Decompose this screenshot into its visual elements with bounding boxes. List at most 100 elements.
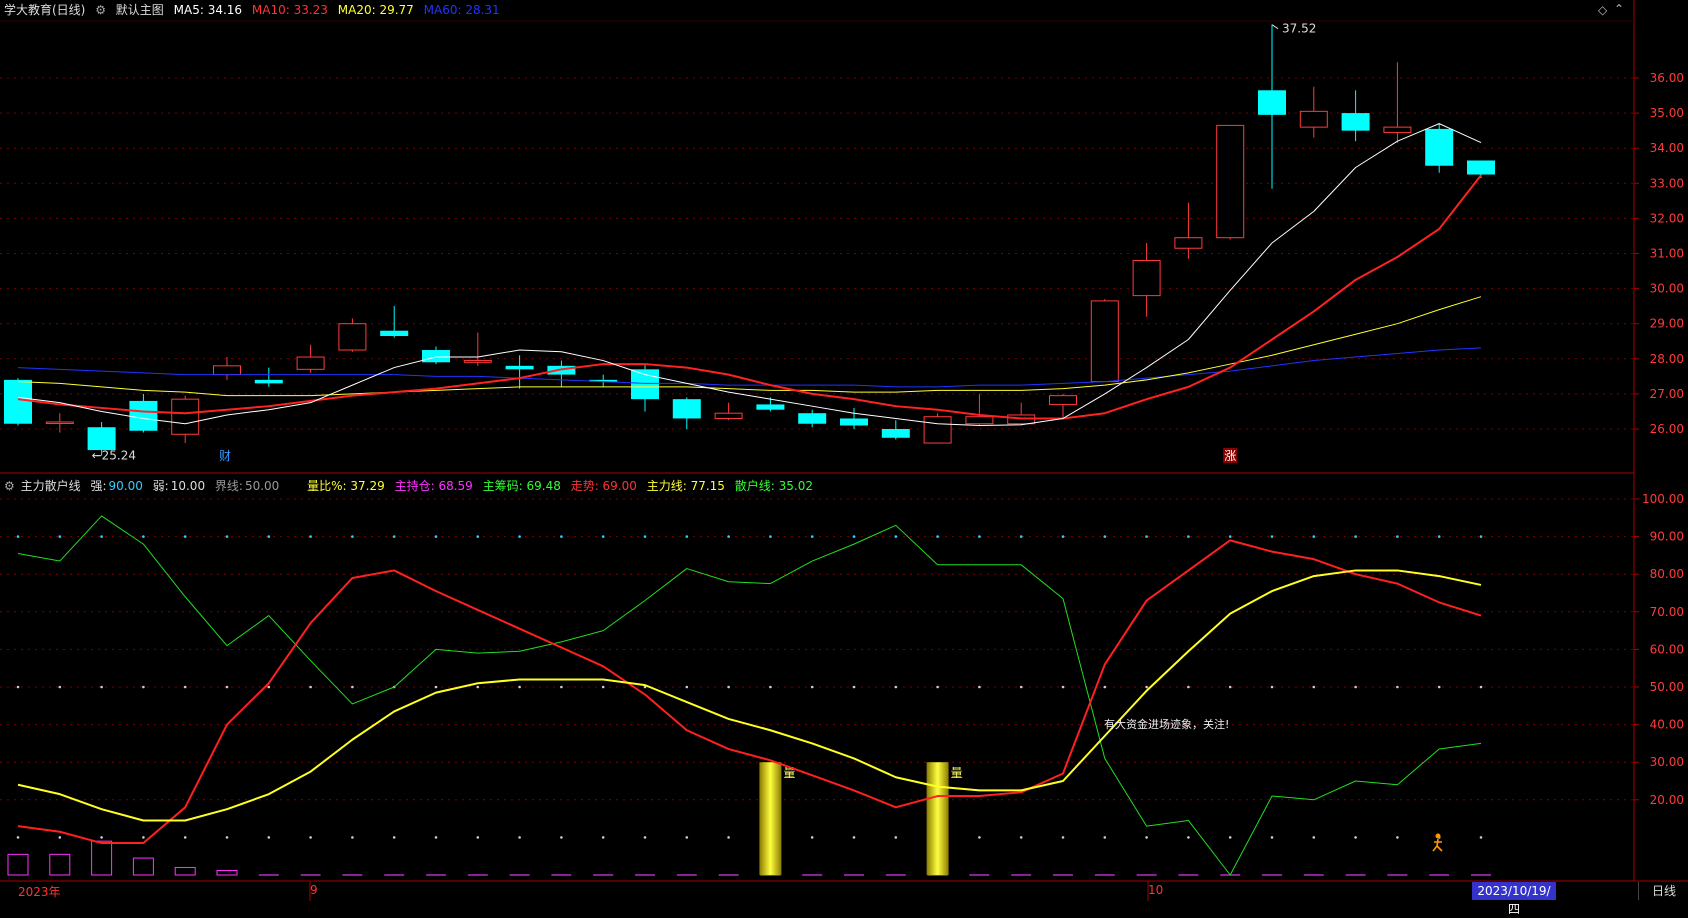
candle: [547, 360, 576, 387]
indicator-name[interactable]: 主力散户线: [20, 479, 81, 493]
candle-body-down: [87, 427, 116, 451]
candle: [1132, 242, 1161, 317]
reference-dot: [685, 535, 689, 538]
reference-dot: [1396, 535, 1399, 538]
reference-dot: [351, 836, 354, 839]
reference-dot: [434, 836, 438, 839]
candle-body-down: [254, 379, 283, 384]
signal-bar-label: 量: [951, 766, 963, 780]
volume-bar: [174, 866, 196, 876]
reference-dot: [601, 535, 605, 538]
candle: [923, 413, 952, 444]
reference-dot: [1228, 535, 1232, 538]
trend-value: 走势: 69.00: [570, 479, 637, 493]
candle: [338, 318, 367, 352]
reference-dot: [894, 685, 898, 689]
ma60-value: MA60: 28.31: [423, 3, 500, 17]
candle: [840, 407, 868, 429]
low-price-label: ←25.24: [92, 449, 136, 463]
candle-body-down: [589, 379, 618, 382]
reference-dot: [225, 836, 229, 839]
reference-dot: [601, 685, 605, 689]
main-force-line: [17, 569, 1482, 822]
candle-body-down: [798, 413, 827, 424]
template-name[interactable]: 默认主图: [115, 3, 164, 17]
rise-event-marker: 涨: [1224, 448, 1236, 463]
retail-line-value: 散户线: 35.02: [734, 479, 813, 493]
reference-dot: [1354, 535, 1357, 538]
reference-dot: [142, 685, 145, 689]
indicator-settings-icon[interactable]: ⚙: [4, 479, 15, 493]
diamond-icon[interactable]: ◇: [1598, 3, 1608, 17]
main-hold: 主持仓: 68.59: [394, 479, 473, 493]
reference-dot: [392, 535, 396, 538]
candle-body-down: [1341, 113, 1370, 131]
candle: [254, 367, 283, 387]
retail-line: [17, 515, 1482, 876]
weak-value: 10.00: [170, 479, 206, 493]
reference-dot: [434, 685, 438, 689]
candle-body-down: [422, 350, 450, 363]
reference-dot: [601, 836, 605, 839]
reference-dot: [518, 836, 521, 839]
bound-key: 界线:: [214, 479, 243, 493]
reference-dot: [434, 535, 438, 538]
reference-dot: [309, 685, 312, 689]
reference-dot: [1270, 836, 1274, 839]
reference-dot: [894, 535, 898, 538]
candle-body-down: [1258, 90, 1286, 115]
candle: [505, 355, 534, 389]
reference-dot: [978, 685, 981, 689]
reference-dot: [852, 685, 856, 689]
price-tick-label: 27.00: [1650, 387, 1684, 401]
candle: [965, 393, 994, 426]
candle: [798, 409, 827, 428]
chevron-up-icon[interactable]: ⌃: [1614, 2, 1625, 16]
high-marker-arrow: [1271, 24, 1279, 30]
candle-body-down: [4, 379, 32, 424]
reference-dot: [225, 535, 229, 538]
reference-dot: [1312, 535, 1316, 538]
ma10-value: MA10: 33.23: [251, 3, 328, 17]
candle-body-up: [1090, 300, 1119, 383]
reference-dot: [58, 535, 62, 538]
signal-bar-label: 量: [783, 766, 795, 780]
reference-dot: [58, 685, 62, 689]
candle: [756, 397, 785, 412]
candle: [672, 397, 701, 429]
indicator-tick-label: 70.00: [1650, 605, 1684, 619]
price-tick-label: 30.00: [1650, 282, 1684, 296]
price-tick-label: 33.00: [1650, 176, 1684, 190]
reference-dot: [1145, 836, 1148, 839]
candle-body-up: [1299, 110, 1328, 128]
volume-bar: [49, 853, 71, 876]
reference-dot: [267, 836, 271, 839]
month-9-label: 9: [310, 883, 318, 897]
period-button[interactable]: 日线: [1638, 882, 1688, 900]
volume-bar: [132, 857, 154, 876]
candle: [881, 420, 910, 440]
candle-body-up: [1174, 237, 1203, 249]
price-tick-label: 28.00: [1650, 352, 1684, 366]
candle: [380, 306, 409, 338]
settings-gear-icon[interactable]: ⚙: [95, 3, 106, 17]
ma5-line: [17, 123, 1482, 426]
reference-dot: [1187, 535, 1190, 538]
main-line-value: 主力线: 77.15: [646, 479, 725, 493]
reference-dot: [518, 685, 521, 689]
candle: [171, 395, 200, 444]
strong-value: 90.00: [108, 479, 143, 493]
price-tick-label: 34.00: [1650, 141, 1684, 155]
candle: [1049, 393, 1077, 419]
reference-dot: [476, 535, 480, 538]
weak-key: 弱:: [152, 479, 169, 493]
stock-title[interactable]: 学大教育(日线): [4, 3, 86, 17]
candle-body-down: [672, 399, 701, 419]
reference-dot: [1103, 685, 1107, 689]
candle-body-up: [1132, 260, 1161, 297]
reference-dot: [100, 685, 103, 689]
reference-dot: [936, 685, 939, 689]
candle-body-up: [1049, 395, 1077, 405]
candle-body-up: [463, 360, 492, 363]
